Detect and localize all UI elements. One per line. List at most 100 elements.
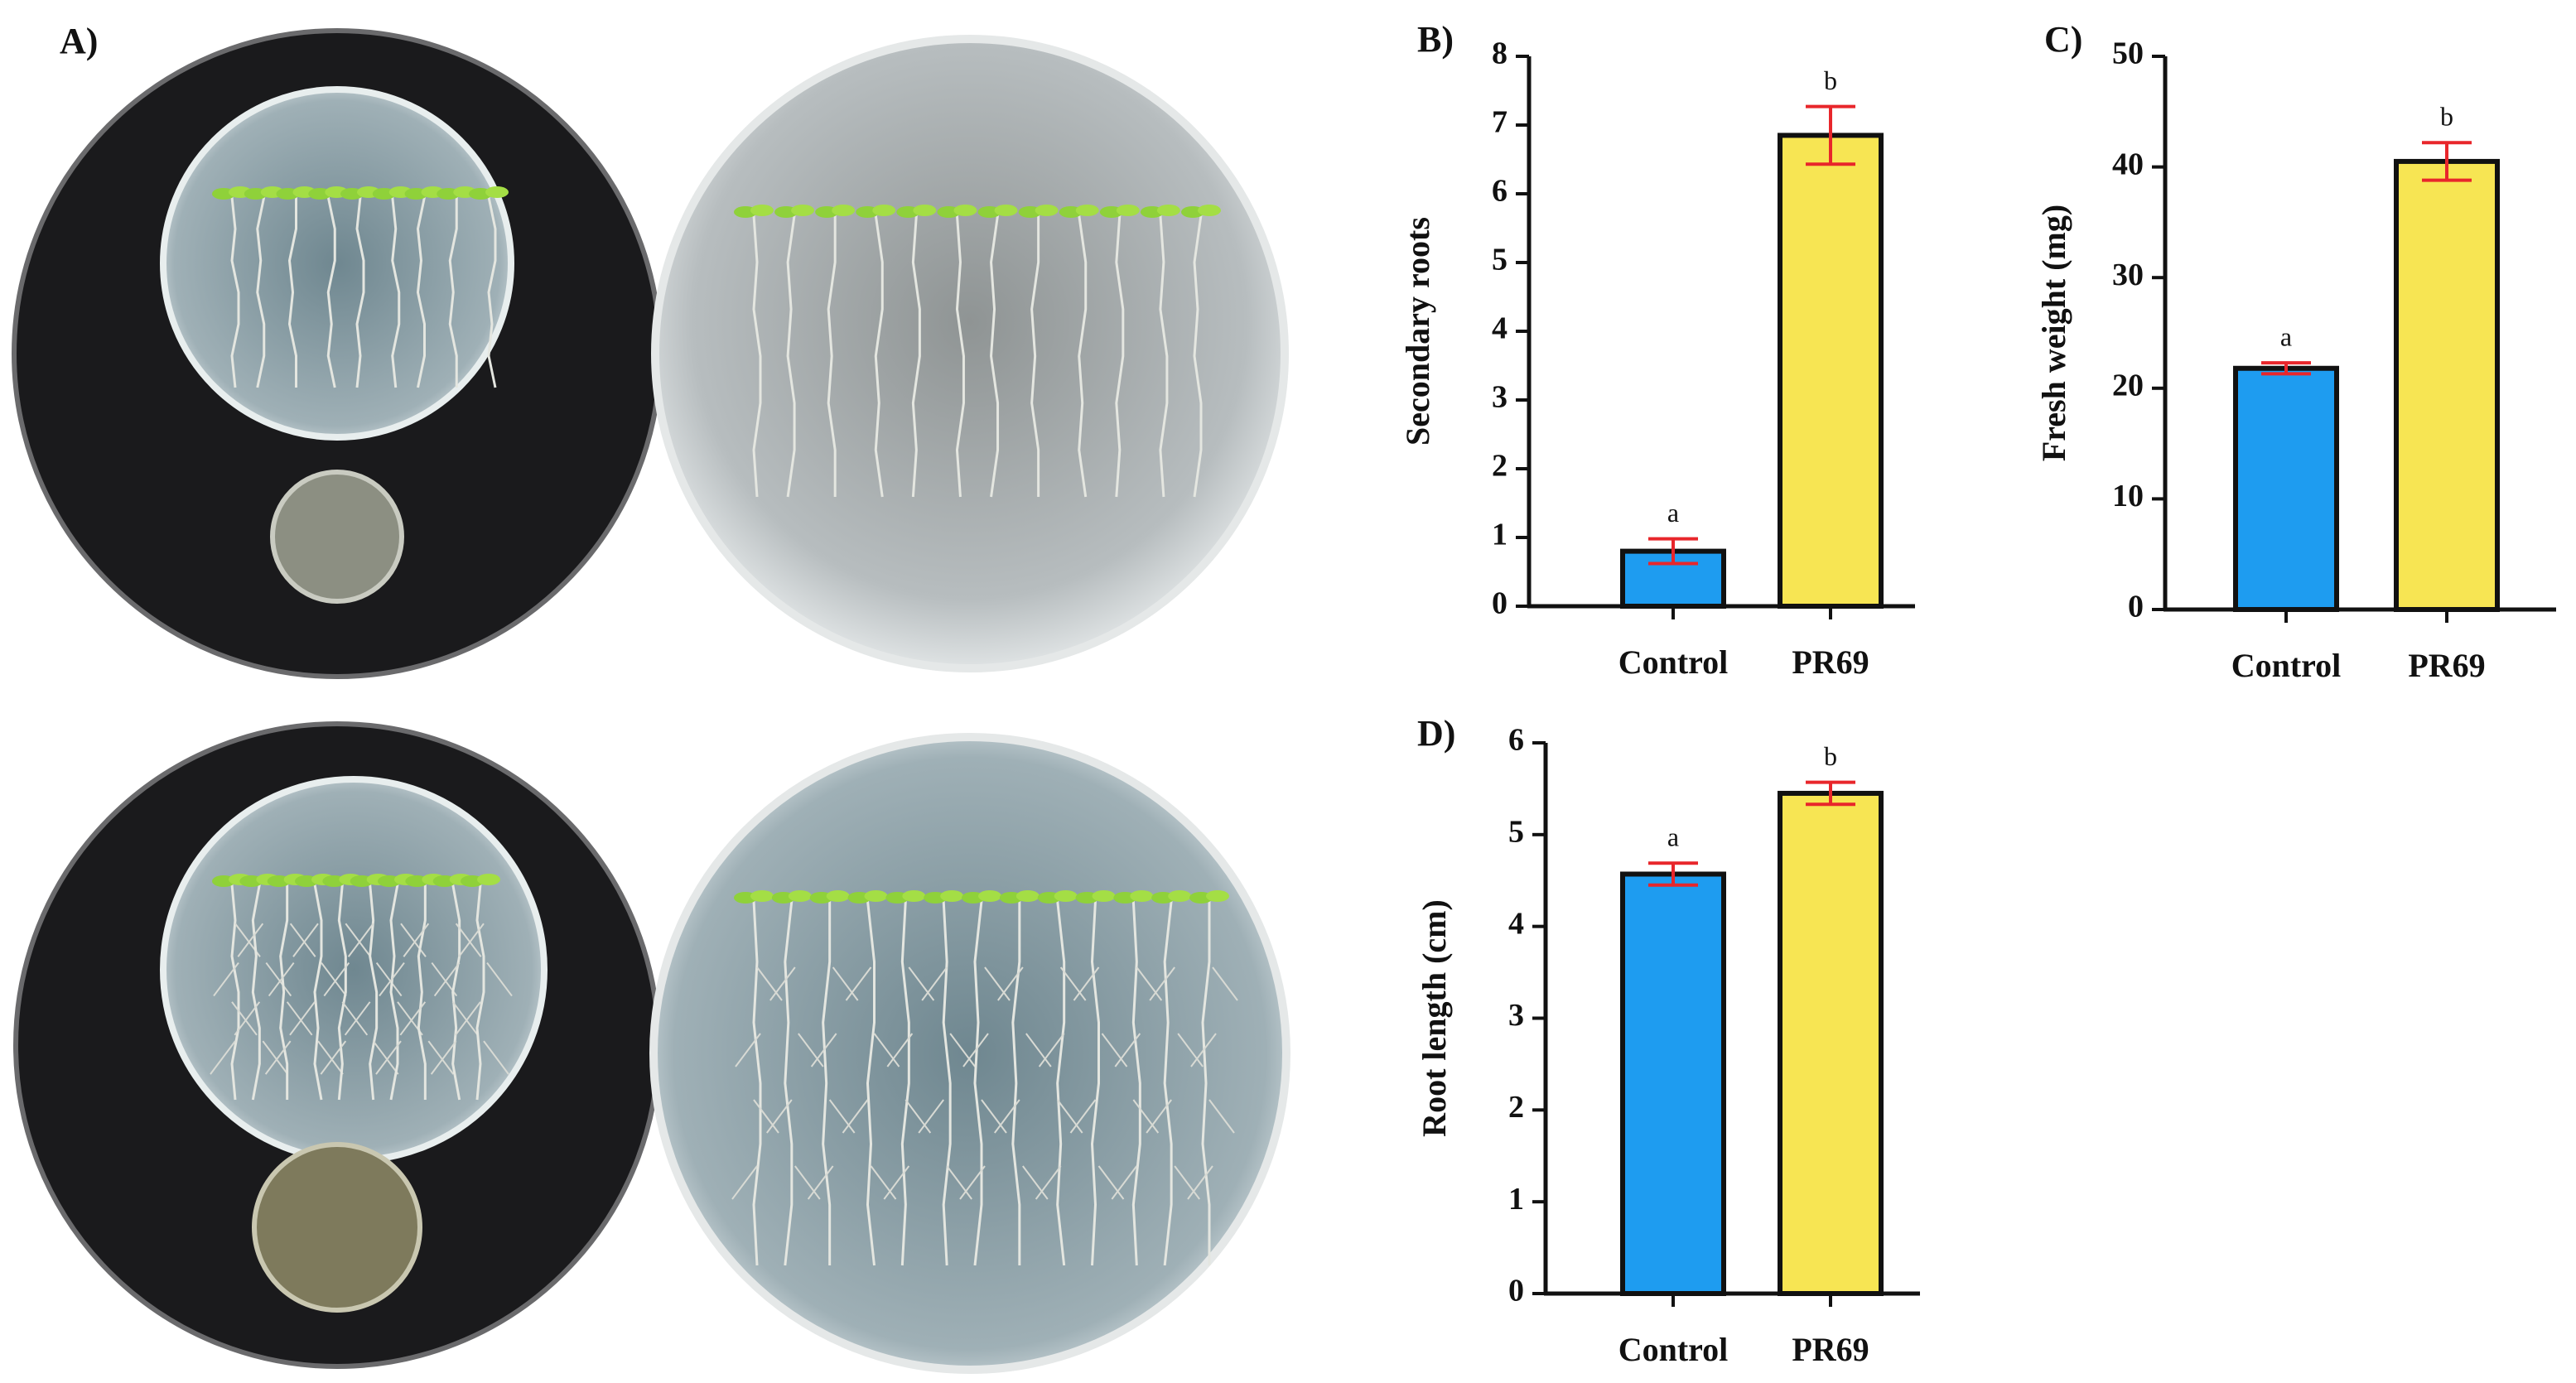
y-tick-label: 2: [1508, 1090, 1524, 1125]
fungus-plate: [270, 470, 404, 604]
lateral-root: [262, 1040, 289, 1075]
y-tick-label: 0: [2128, 590, 2144, 624]
y-tick-label: 0: [1492, 586, 1507, 621]
lateral-root: [1035, 1165, 1062, 1200]
lateral-root: [810, 1033, 837, 1067]
panel-label: B): [1417, 19, 1454, 60]
root: [955, 214, 965, 498]
x-tick-label: Control: [2231, 647, 2342, 684]
lateral-root: [769, 966, 796, 1001]
lateral-root: [766, 1099, 793, 1134]
plate-photo: A): [12, 17, 1296, 1374]
bar-chart: B) Secondary roots 0 1 2 3 4 5 6 7 8 a Control b PR69: [1399, 19, 1915, 681]
leaf: [978, 890, 1001, 902]
root: [391, 196, 401, 388]
lateral-root: [286, 1001, 313, 1036]
lateral-root: [997, 966, 1024, 1001]
bar: [1778, 790, 1884, 1296]
root: [1078, 214, 1088, 498]
x-tick-label: Control: [1618, 643, 1729, 681]
lateral-root: [372, 1040, 399, 1075]
panel-label: C): [2044, 19, 2082, 60]
root: [1163, 900, 1173, 1266]
lateral-root: [1111, 1165, 1138, 1200]
leaf: [1054, 890, 1078, 902]
lateral-root: [344, 1001, 371, 1036]
root: [337, 884, 347, 1101]
lateral-root: [946, 1165, 972, 1200]
significance-letter: b: [1824, 741, 1837, 771]
lateral-root: [433, 961, 461, 997]
lateral-root: [451, 1001, 479, 1036]
lateral-root: [886, 1033, 914, 1067]
lateral-root: [845, 966, 872, 1001]
root: [487, 196, 497, 388]
lateral-root: [756, 966, 783, 1001]
lateral-root: [268, 961, 295, 997]
lateral-root: [949, 1033, 976, 1067]
lateral-root: [798, 1033, 824, 1067]
y-tick-label: 40: [2112, 147, 2144, 181]
leaf: [953, 205, 977, 216]
lateral-root: [427, 1040, 455, 1075]
error-bar: [2261, 361, 2311, 376]
lateral-root: [323, 961, 350, 997]
leaf: [1156, 205, 1180, 216]
lateral-root: [379, 961, 405, 997]
lateral-root: [1190, 1033, 1217, 1067]
leaf: [788, 890, 812, 902]
root: [389, 884, 399, 1101]
lateral-root: [292, 923, 319, 957]
lateral-root: [842, 1099, 869, 1134]
root: [279, 884, 289, 1100]
leaf: [864, 890, 888, 902]
inner-plate: [160, 86, 514, 441]
y-tick-label: 7: [1492, 105, 1507, 140]
leaf: [902, 890, 926, 902]
bar: [2394, 158, 2500, 613]
y-tick-label: 6: [1492, 174, 1507, 209]
root: [355, 196, 365, 388]
leaf: [1206, 890, 1229, 902]
lateral-root: [1114, 1033, 1141, 1067]
leaf: [940, 890, 964, 902]
lateral-root: [347, 923, 374, 957]
y-tick-label: 30: [2112, 258, 2144, 292]
light-dish: [651, 35, 1289, 672]
lateral-root: [921, 966, 948, 1001]
root: [973, 900, 983, 1266]
lateral-root: [1073, 966, 1100, 1001]
root: [1201, 901, 1211, 1265]
lateral-root: [731, 1165, 758, 1200]
root: [287, 197, 297, 388]
bar: [1778, 133, 1884, 609]
y-tick-label: 1: [1492, 518, 1507, 552]
y-axis-label: Secondary roots: [1399, 217, 1436, 446]
error-bar: [2422, 141, 2472, 182]
y-tick-label: 20: [2112, 369, 2144, 403]
lateral-root: [883, 1165, 910, 1200]
lateral-root: [1136, 966, 1163, 1001]
leaf: [1075, 205, 1099, 216]
leaf: [1015, 890, 1040, 902]
root: [990, 214, 1000, 498]
root: [900, 900, 910, 1266]
fungus-plate: [252, 1142, 422, 1313]
root: [1056, 900, 1066, 1266]
leaf: [750, 205, 774, 216]
root: [230, 196, 240, 388]
lateral-root: [1025, 1033, 1052, 1067]
leaf: [485, 186, 509, 198]
lateral-root: [399, 1001, 427, 1036]
y-tick-label: 5: [1492, 243, 1507, 277]
lateral-root: [341, 1001, 369, 1036]
lateral-root: [289, 923, 316, 957]
y-tick-label: 3: [1508, 998, 1524, 1033]
lateral-root: [403, 923, 430, 957]
lateral-root: [289, 1001, 316, 1036]
lateral-root: [455, 923, 482, 957]
lateral-root: [870, 1165, 897, 1200]
root: [1011, 901, 1021, 1265]
root: [752, 900, 762, 1266]
root: [416, 196, 426, 388]
